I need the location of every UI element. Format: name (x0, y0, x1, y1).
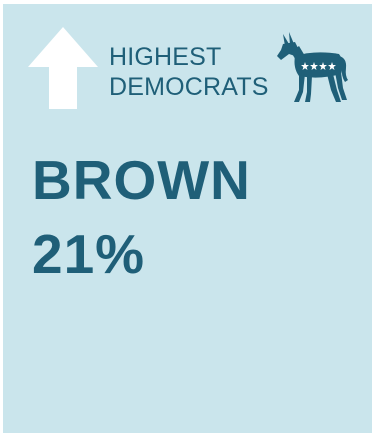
democrat-donkey-icon (277, 32, 348, 102)
up-arrow-icon (28, 27, 98, 109)
stat-label: HIGHEST DEMOCRATS (109, 42, 269, 102)
stat-label-line2: DEMOCRATS (109, 73, 269, 101)
candidate-percent: 21% (32, 223, 146, 285)
candidate-name: BROWN (32, 149, 251, 211)
stat-card: HIGHEST DEMOCRATS (3, 4, 372, 433)
stat-label-line1: HIGHEST (109, 43, 222, 71)
